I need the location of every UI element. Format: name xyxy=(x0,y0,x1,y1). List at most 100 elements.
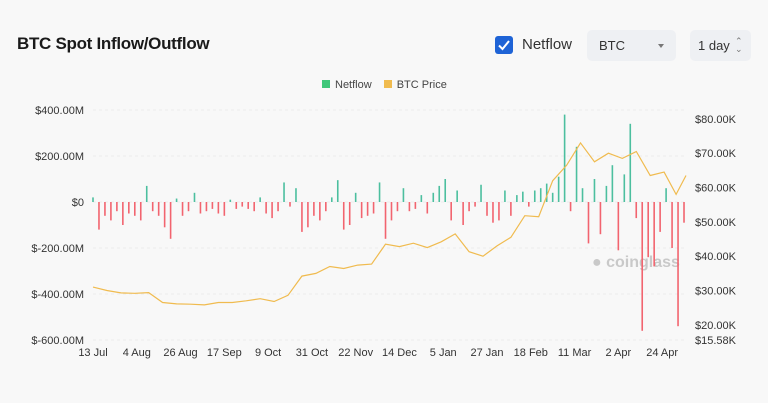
netflow-bar xyxy=(516,195,518,202)
netflow-bar xyxy=(587,202,590,244)
netflow-bar xyxy=(486,202,488,216)
up-down-chevron-icon: ⌃ ⌄ xyxy=(735,36,743,54)
netflow-bar xyxy=(605,185,608,202)
netflow-bar xyxy=(533,190,536,202)
chart-legend: Netflow BTC Price xyxy=(322,79,447,91)
netflow-bar xyxy=(354,192,357,202)
netflow-bar xyxy=(360,202,363,219)
x-tick-label: 4 Aug xyxy=(123,347,151,359)
page-title: BTC Spot Inflow/Outflow xyxy=(17,34,210,53)
netflow-bar xyxy=(462,202,464,225)
netflow-bar xyxy=(265,202,267,214)
netflow-bar xyxy=(277,202,279,212)
netflow-bar xyxy=(253,202,255,212)
netflow-bar xyxy=(504,190,506,202)
period-select-value: 1 day xyxy=(698,38,730,53)
netflow-checkbox[interactable] xyxy=(495,36,513,54)
netflow-bar xyxy=(527,202,530,207)
netflow-bar xyxy=(145,185,148,202)
legend-label-netflow: Netflow xyxy=(335,79,372,91)
netflow-bar xyxy=(259,197,261,202)
netflow-bar xyxy=(671,202,673,248)
netflow-bar xyxy=(241,202,244,207)
netflow-bar xyxy=(139,202,142,221)
x-tick-label: 14 Dec xyxy=(382,347,417,359)
netflow-bar xyxy=(557,176,560,202)
legend-swatch-btc-price xyxy=(383,80,392,88)
netflow-bar xyxy=(169,202,172,239)
period-select[interactable]: 1 day ⌃ ⌄ xyxy=(690,30,751,61)
y-right-tick-label: $20.00K xyxy=(695,320,737,332)
legend-item-btc-price[interactable]: BTC Price xyxy=(383,79,447,91)
netflow-bar xyxy=(623,174,626,202)
netflow-bar xyxy=(235,202,238,209)
netflow-bar xyxy=(456,190,458,202)
netflow-bar xyxy=(330,197,333,202)
netflow-bar xyxy=(522,191,524,202)
netflow-bar xyxy=(593,179,596,202)
netflow-bar xyxy=(450,202,452,221)
netflow-bar xyxy=(480,184,482,202)
netflow-bar xyxy=(390,202,393,221)
netflow-bar xyxy=(492,202,494,223)
netflow-bar xyxy=(569,202,572,212)
netflow-bar xyxy=(193,192,196,202)
netflow-bar xyxy=(348,202,351,225)
netflow-bar xyxy=(474,202,476,207)
x-tick-label: 11 Mar xyxy=(558,347,592,359)
netflow-bar xyxy=(319,202,321,221)
y-left-tick-label: $-400.00M xyxy=(31,289,84,301)
netflow-bar xyxy=(611,165,614,202)
netflow-bar xyxy=(336,180,339,202)
netflow-bar xyxy=(575,146,578,202)
btc-price-line xyxy=(92,141,687,306)
netflow-bar xyxy=(116,202,118,212)
netflow-bar xyxy=(539,188,542,202)
asset-select-value: BTC xyxy=(599,38,625,53)
asset-select[interactable]: BTC xyxy=(587,30,676,61)
netflow-bar xyxy=(122,202,124,225)
check-icon xyxy=(498,40,510,51)
netflow-bar xyxy=(307,202,309,228)
netflow-bar xyxy=(414,202,417,209)
netflow-bar xyxy=(432,192,435,202)
netflow-bar xyxy=(289,202,291,207)
x-tick-label: 26 Aug xyxy=(163,347,197,359)
netflow-bar xyxy=(313,202,315,216)
netflow-bar xyxy=(498,202,500,221)
netflow-bar xyxy=(98,202,100,230)
netflow-bar xyxy=(181,202,184,216)
x-tick-label: 17 Sep xyxy=(207,347,242,359)
netflow-bar xyxy=(551,192,554,202)
y-right-tick-label: $70.00K xyxy=(695,148,737,160)
y-left-tick-label: $-600.00M xyxy=(31,335,84,347)
netflow-bar xyxy=(342,202,345,230)
netflow-bar xyxy=(426,202,429,214)
netflow-bar xyxy=(325,202,327,212)
y-left-tick-label: $-200.00M xyxy=(31,243,84,255)
netflow-bar xyxy=(163,202,166,228)
legend-swatch-netflow xyxy=(322,80,330,88)
netflow-bar xyxy=(211,202,214,209)
netflow-bar xyxy=(402,188,405,202)
netflow-bar xyxy=(157,202,160,216)
y-right-tick-label: $30.00K xyxy=(695,286,737,298)
netflow-bar xyxy=(151,202,154,212)
x-tick-label: 18 Feb xyxy=(514,347,548,359)
legend-item-netflow[interactable]: Netflow xyxy=(322,79,372,91)
netflow-bar xyxy=(677,202,679,327)
netflow-bar xyxy=(223,202,226,216)
netflow-bar xyxy=(175,198,178,202)
netflow-bar xyxy=(629,123,632,202)
y-right-tick-label: $80.00K xyxy=(695,114,737,126)
netflow-bar xyxy=(665,188,667,202)
netflow-checkbox-label[interactable]: Netflow xyxy=(522,36,573,53)
y-right-tick-label: $50.00K xyxy=(695,217,737,229)
netflow-bar xyxy=(683,202,685,223)
netflow-bar xyxy=(599,202,602,235)
netflow-bar xyxy=(110,202,112,221)
netflow-bar xyxy=(581,188,584,202)
netflow-bar xyxy=(372,202,375,214)
y-left-tick-label: $200.00M xyxy=(35,151,84,163)
netflow-bar xyxy=(545,183,548,202)
